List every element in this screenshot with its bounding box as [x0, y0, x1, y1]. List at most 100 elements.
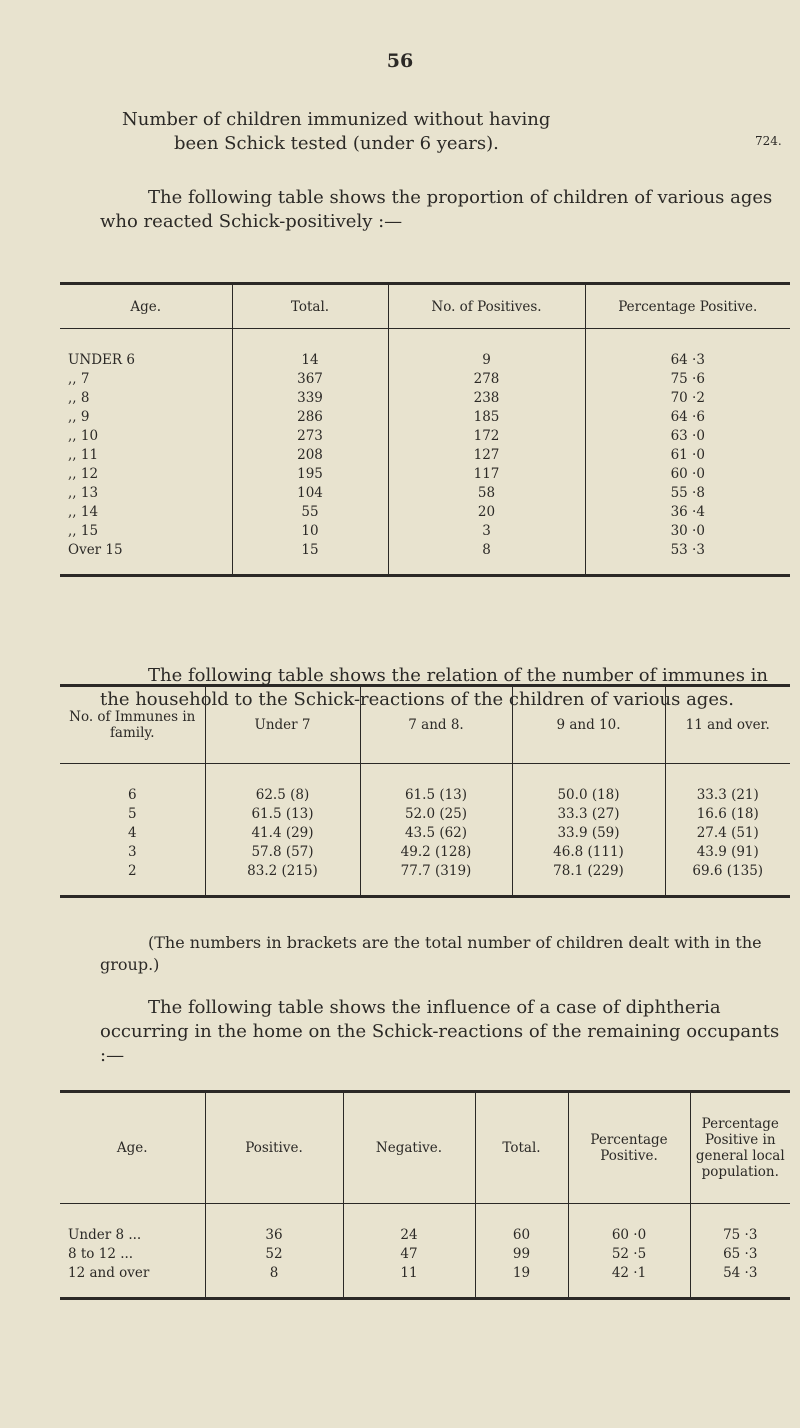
table-row: ,, 14 55 20 36 ·4: [60, 503, 790, 522]
bracket-note: (The numbers in brackets are the total n…: [100, 933, 762, 974]
table-cell: 64 ·3: [584, 328, 790, 370]
column-header: 11 and over.: [664, 685, 790, 764]
table-cell: 27.4 (51): [664, 824, 790, 843]
column-header: 9 and 10.: [511, 685, 665, 764]
table-cell: ,, 8: [68, 390, 90, 406]
table-cell: 60 ·0: [584, 465, 790, 484]
table-row: ,, 9 286 185 64 ·6: [60, 408, 790, 427]
table-cell: ,, 9: [68, 409, 90, 425]
table-cell: 8: [204, 1264, 343, 1299]
table-cell: 75 ·6: [584, 370, 790, 389]
table-cell: 50.0 (18): [511, 763, 665, 805]
schick-positive-by-age-table: Age. Total. No. of Positives. Percentage Po…: [60, 282, 790, 577]
table-row: ,, 10 273 172 63 ·0: [60, 427, 790, 446]
table-row: 3 57.8 (57) 49.2 (128) 46.8 (111) 43.9 (91): [60, 843, 790, 862]
table-cell: 104: [231, 484, 388, 503]
column-header: Percentage Positive.: [567, 1091, 690, 1204]
table-row: 12 and over 8 11 19 42 ·1 54 ·3: [60, 1264, 790, 1299]
column-header: 7 and 8.: [359, 685, 512, 764]
column-header: Age.: [60, 1091, 205, 1204]
table-cell: ,, 11: [68, 447, 99, 463]
table-cell: 61.5 (13): [204, 805, 360, 824]
table-cell: Under 8 ...: [68, 1227, 142, 1243]
table-cell: 63 ·0: [584, 427, 790, 446]
table-cell: ,, 14: [68, 504, 99, 520]
table-cell: 58: [387, 484, 585, 503]
table-cell: 117: [387, 465, 585, 484]
intro-statement: Number of children immunized without hav…: [122, 108, 682, 156]
table-cell: 273: [231, 427, 388, 446]
table-cell: 8 to 12 ...: [68, 1246, 134, 1262]
table-row: ,, 13 104 58 55 ·8: [60, 484, 790, 503]
table-cell: 6: [127, 787, 137, 803]
table-cell: 54 ·3: [689, 1264, 790, 1299]
table-cell: 278: [387, 370, 585, 389]
table-cell: 20: [387, 503, 585, 522]
table-cell: 70 ·2: [584, 389, 790, 408]
table-cell: 52: [204, 1245, 343, 1264]
table-cell: 195: [231, 465, 388, 484]
table-cell: 2: [127, 863, 137, 879]
table-cell: 83.2 (215): [204, 862, 360, 897]
column-header: Age.: [60, 283, 232, 329]
table-row: Over 15 15 8 53 ·3: [60, 541, 790, 576]
table-cell: 367: [231, 370, 388, 389]
table-cell: 33.3 (21): [664, 763, 790, 805]
table-cell: Over 15: [68, 542, 123, 558]
table-cell: 62.5 (8): [204, 763, 360, 805]
column-header: Total.: [474, 1091, 568, 1204]
table-cell: 60: [474, 1203, 568, 1245]
table-row: 5 61.5 (13) 52.0 (25) 33.3 (27) 16.6 (18): [60, 805, 790, 824]
paragraph-3: The following table shows the influence …: [100, 997, 780, 1066]
table-cell: 33.9 (59): [511, 824, 665, 843]
table-cell: 52 ·5: [567, 1245, 690, 1264]
table-cell: 9: [387, 328, 585, 370]
page-number: 56: [386, 50, 414, 72]
table-cell: 52.0 (25): [359, 805, 512, 824]
table-cell: UNDER 6: [68, 352, 135, 368]
table-cell: 43.9 (91): [664, 843, 790, 862]
table-row: ,, 12 195 117 60 ·0: [60, 465, 790, 484]
table-cell: 12 and over: [68, 1265, 150, 1281]
table-cell: 172: [387, 427, 585, 446]
table-row: 4 41.4 (29) 43.5 (62) 33.9 (59) 27.4 (51): [60, 824, 790, 843]
table-row: ,, 15 10 3 30 ·0: [60, 522, 790, 541]
table-cell: 8: [387, 541, 585, 576]
table-row: 8 to 12 ... 52 47 99 52 ·5 65 ·3: [60, 1245, 790, 1264]
table-cell: 339: [231, 389, 388, 408]
table-row: Under 8 ... 36 24 60 60 ·0 75 ·3: [60, 1203, 790, 1245]
column-header: Percentage Positive.: [584, 283, 790, 329]
table-row: ,, 7 367 278 75 ·6: [60, 370, 790, 389]
table-cell: 11: [342, 1264, 475, 1299]
table-row: ,, 8 339 238 70 ·2: [60, 389, 790, 408]
table-cell: 16.6 (18): [664, 805, 790, 824]
table-cell: 41.4 (29): [204, 824, 360, 843]
table-cell: 49.2 (128): [359, 843, 512, 862]
table-cell: 65 ·3: [689, 1245, 790, 1264]
table-cell: 30 ·0: [584, 522, 790, 541]
paragraph-1: The following table shows the proportion…: [100, 187, 773, 232]
intro-line-2: been Schick tested (under 6 years).: [174, 133, 499, 154]
column-header: No. of Immunes in family.: [60, 685, 205, 764]
table-cell: 185: [387, 408, 585, 427]
table-cell: 36 ·4: [584, 503, 790, 522]
table-cell: 19: [474, 1264, 568, 1299]
table-cell: 53 ·3: [584, 541, 790, 576]
table-cell: 208: [231, 446, 388, 465]
table-cell: 57.8 (57): [204, 843, 360, 862]
table-cell: 55 ·8: [584, 484, 790, 503]
table-cell: 42 ·1: [567, 1264, 690, 1299]
column-header: Positive.: [204, 1091, 343, 1204]
table-cell: 61 ·0: [584, 446, 790, 465]
table-cell: 61.5 (13): [359, 763, 512, 805]
table-cell: ,, 13: [68, 485, 99, 501]
column-header: Total.: [231, 283, 388, 329]
table-cell: 238: [387, 389, 585, 408]
table-cell: 36: [204, 1203, 343, 1245]
table-cell: ,, 10: [68, 428, 99, 444]
table-cell: 46.8 (111): [511, 843, 665, 862]
table-row: ,, 11 208 127 61 ·0: [60, 446, 790, 465]
table-cell: ,, 12: [68, 466, 99, 482]
table-cell: 43.5 (62): [359, 824, 512, 843]
